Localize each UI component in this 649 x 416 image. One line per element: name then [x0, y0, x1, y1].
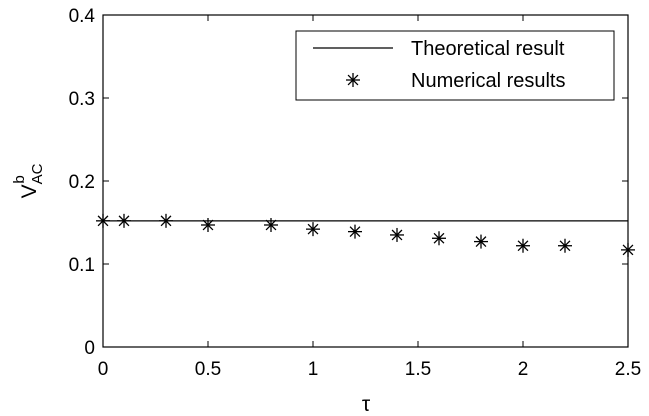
- numerical-result-point: [474, 234, 488, 249]
- y-axis-label-sup: b: [11, 175, 28, 183]
- numerical-result-point: [96, 213, 110, 228]
- x-axis-label: τ: [362, 393, 371, 416]
- x-tick-labels: 0 0.5 1 1.5 2 2.5: [98, 359, 642, 380]
- numerical-result-point: [201, 217, 215, 232]
- y-tick-label: 0.2: [69, 172, 95, 193]
- numerical-result-point: [348, 224, 362, 239]
- x-tick-label: 0.5: [195, 359, 221, 380]
- legend-asterisk: [346, 73, 360, 87]
- numerical-result-point: [306, 222, 320, 237]
- legend-label-theoretical: Theoretical result: [411, 38, 565, 60]
- x-tick-label: 1.5: [405, 359, 431, 380]
- legend-label-numerical: Numerical results: [411, 70, 565, 92]
- x-tick-label: 0: [98, 359, 109, 380]
- y-axis-label: VACb: [11, 163, 46, 198]
- numerical-result-point: [264, 217, 278, 232]
- y-axis-label-base: V: [18, 184, 41, 198]
- y-axis-label-sub: AC: [29, 163, 46, 184]
- numerical-result-point: [558, 238, 572, 253]
- x-tick-label: 1: [308, 359, 319, 380]
- numerical-result-point: [159, 213, 173, 228]
- numerical-result-point: [432, 231, 446, 246]
- y-tick-label: 0.3: [69, 89, 95, 110]
- y-tick-label: 0.1: [69, 255, 95, 276]
- x-tick-label: 2: [518, 359, 529, 380]
- series-layer: [96, 213, 635, 257]
- legend-asterisk-marker: [346, 73, 360, 87]
- numerical-result-point: [621, 242, 635, 257]
- x-tick-label: 2.5: [615, 359, 641, 380]
- numerical-result-point: [516, 238, 530, 253]
- y-tick-label: 0: [84, 338, 95, 359]
- y-tick-label: 0.4: [69, 6, 96, 27]
- numerical-result-point: [117, 213, 131, 228]
- numerical-result-point: [390, 227, 404, 242]
- axis-ticks: [102, 14, 629, 348]
- legend-box: [295, 30, 615, 101]
- y-tick-labels: 0 0.1 0.2 0.3 0.4: [69, 6, 96, 359]
- legend: Theoretical result Numerical results: [295, 30, 615, 101]
